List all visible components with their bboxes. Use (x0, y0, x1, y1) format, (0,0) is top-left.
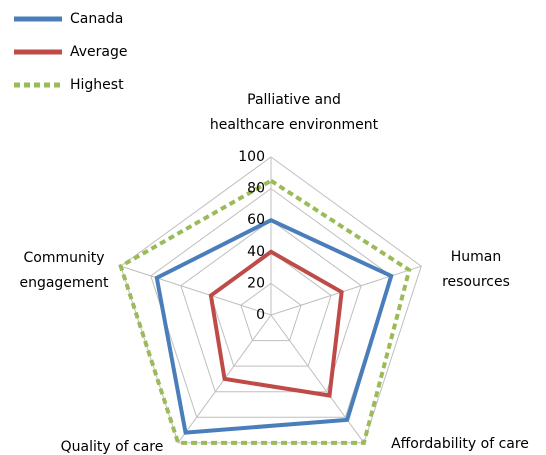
grid-ring (180, 219, 362, 393)
axis-label: Affordability of care (391, 436, 529, 452)
axis-label: Human (451, 249, 502, 265)
spoke (120, 265, 272, 316)
grid-ring (150, 187, 392, 418)
r-tick-label: 100 (238, 149, 265, 165)
series-line (118, 178, 412, 445)
grid-ring (120, 156, 422, 444)
r-tick-label: 0 (256, 307, 265, 323)
axis-label: engagement (19, 275, 109, 291)
axis-label: resources (442, 274, 510, 290)
axis-label: Palliative and (247, 92, 341, 108)
r-tick-label: 20 (247, 275, 265, 291)
legend-label: Highest (70, 77, 124, 93)
r-tick-label: 60 (247, 212, 265, 228)
r-tick-label: 40 (247, 244, 265, 260)
spoke (270, 265, 422, 316)
axis-label: Quality of care (61, 439, 164, 455)
r-tick-label: 80 (247, 181, 265, 197)
legend-label: Average (70, 44, 128, 60)
axis-label: Community (23, 250, 104, 266)
axis-label: healthcare environment (210, 117, 379, 133)
series-line (208, 249, 344, 398)
series-line (154, 217, 394, 435)
legend-label: Canada (70, 11, 123, 27)
grid-ring (240, 282, 302, 342)
